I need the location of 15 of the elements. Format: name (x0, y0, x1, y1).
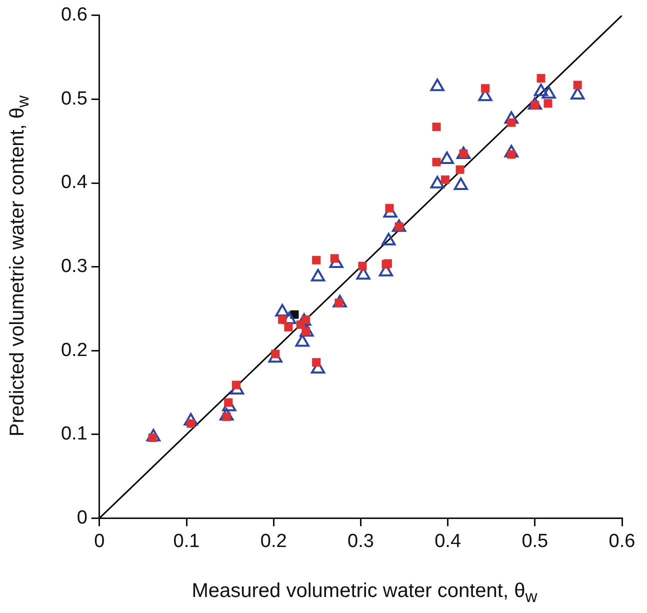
x-axis-title: Measured volumetric water content, θ$_{w}$ (190, 580, 538, 607)
x-tick-label: 0.6 (608, 530, 636, 552)
x-tick-label: 0.5 (522, 530, 548, 552)
x-tick-label: 0.3 (347, 530, 374, 552)
x-tick-label: 0.2 (260, 530, 287, 552)
y-tick-label: 0.3 (60, 256, 88, 278)
y-tick-label: 0 (76, 507, 88, 528)
x-tick-label: 0 (94, 530, 105, 552)
y-tick-label: 0.4 (60, 172, 88, 194)
y-tick-label: 0.1 (60, 424, 88, 445)
x-tick-label: 0.4 (434, 530, 462, 552)
x-tick-label: 0.1 (173, 530, 200, 552)
y-tick-label: 0.2 (60, 340, 88, 361)
y-tick-label: 0.6 (60, 4, 88, 26)
y-tick-label: 0.5 (60, 88, 88, 110)
